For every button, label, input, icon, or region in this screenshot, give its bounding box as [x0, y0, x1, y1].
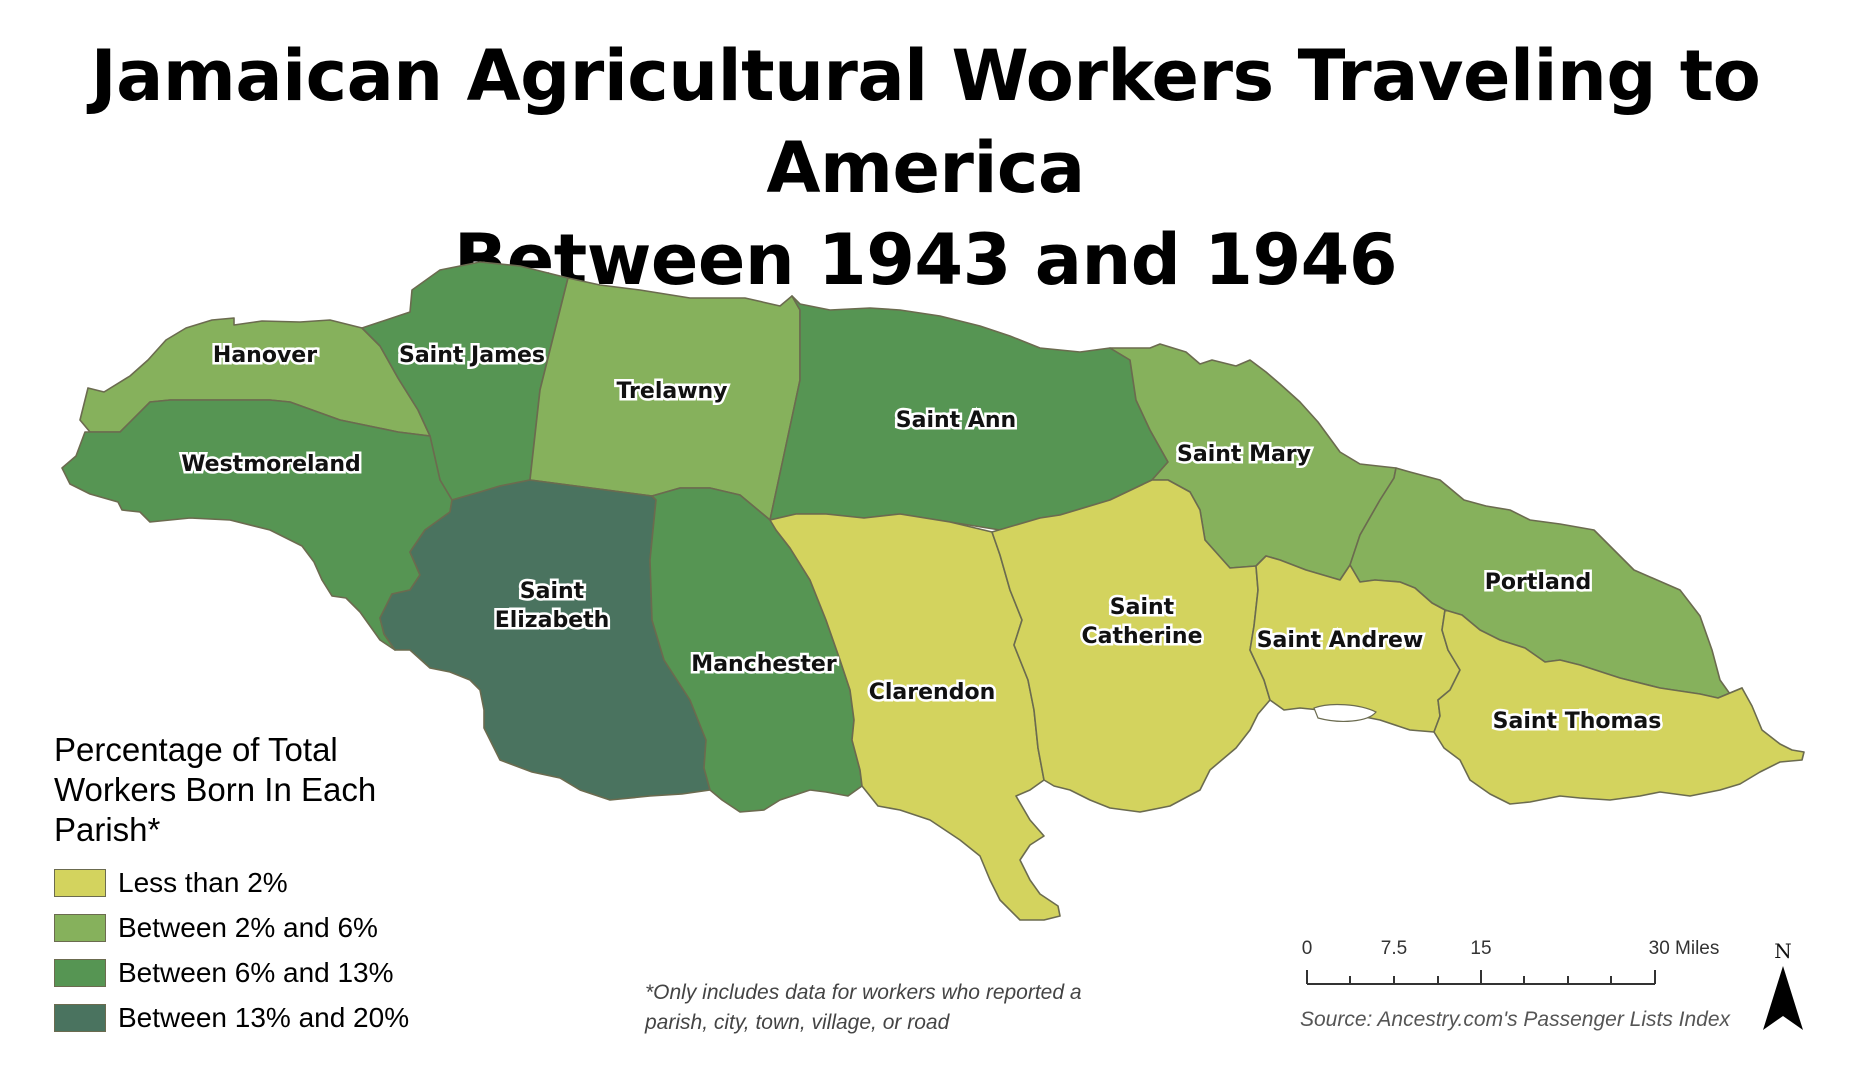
legend-item-less-than-2: Less than 2%	[54, 860, 454, 905]
north-label: N	[1774, 939, 1792, 963]
legend: Percentage of Total Workers Born In Each…	[54, 730, 454, 1040]
parish-label-line: Saint	[1110, 595, 1175, 620]
parish-label-saint-elizabeth: Saint Elizabeth	[495, 579, 610, 633]
parish-label-line: Westmoreland	[181, 452, 361, 477]
parish-label-portland: Portland	[1485, 570, 1591, 595]
parish-label-line: Portland	[1485, 570, 1591, 595]
legend-item-between-13-20: Between 13% and 20%	[54, 995, 454, 1040]
parish-label-line: Saint James	[399, 343, 545, 368]
parish-label-clarendon: Clarendon	[869, 680, 996, 705]
parish-label-line: Catherine	[1081, 624, 1202, 649]
parish-label-line: Manchester	[691, 652, 837, 677]
parish-label-line: Elizabeth	[495, 608, 610, 633]
north-arrow: N	[1758, 936, 1808, 1036]
source-credit: Source: Ancestry.com's Passenger Lists I…	[1300, 1008, 1731, 1031]
legend-label: Between 2% and 6%	[118, 911, 378, 943]
title-line-1: Jamaican Agricultural Workers Traveling …	[90, 35, 1761, 209]
legend-swatch	[54, 958, 106, 987]
legend-item-between-6-13: Between 6% and 13%	[54, 950, 454, 995]
parish-saint-catherine	[991, 479, 1271, 813]
parish-label-line: Saint Thomas	[1493, 709, 1662, 734]
footnote: *Only includes data for workers who repo…	[645, 981, 1082, 1034]
parish-label-saint-james: Saint James	[399, 343, 545, 368]
legend-swatch	[54, 913, 106, 942]
parish-label-westmoreland: Westmoreland	[181, 452, 361, 477]
parish-label-line: Saint Mary	[1177, 442, 1311, 467]
scale-bar-ruler	[1306, 970, 1656, 985]
parish-label-hanover: Hanover	[213, 343, 317, 368]
parish-label-line: Clarendon	[869, 680, 996, 705]
scale-label-7-5: 7.5	[1380, 938, 1408, 959]
parish-label-line: Saint	[520, 579, 585, 604]
scale-label-30-miles: 30 Miles	[1648, 938, 1720, 959]
parish-label-saint-catherine: Saint Catherine	[1081, 595, 1202, 649]
kingston-harbour	[1313, 703, 1377, 722]
scale-label-15: 15	[1470, 938, 1492, 959]
parish-saint-thomas	[1433, 609, 1805, 805]
scale-bar: 0 7.5 15 30 Miles	[1298, 938, 1738, 998]
parish-label-trelawny: Trelawny	[616, 379, 727, 404]
parish-label-manchester: Manchester	[691, 652, 837, 677]
parish-label-line: Trelawny	[616, 379, 727, 404]
legend-title: Percentage of Total Workers Born In Each…	[54, 731, 377, 848]
legend-swatch	[54, 1003, 106, 1032]
legend-label: Less than 2%	[118, 866, 288, 898]
parish-label-line: Saint Ann	[896, 408, 1016, 433]
legend-item-between-2-6: Between 2% and 6%	[54, 905, 454, 950]
legend-label: Between 13% and 20%	[118, 1001, 410, 1033]
parish-label-saint-mary: Saint Mary	[1177, 442, 1311, 467]
map-title: Jamaican Agricultural Workers Traveling …	[0, 30, 1851, 306]
parish-label-line: Hanover	[213, 343, 317, 368]
legend-label: Between 6% and 13%	[118, 956, 394, 988]
parish-label-line: Saint Andrew	[1257, 628, 1424, 653]
parish-label-saint-ann: Saint Ann	[896, 408, 1016, 433]
parish-label-saint-thomas: Saint Thomas	[1493, 709, 1662, 734]
legend-swatch	[54, 868, 106, 897]
scale-label-0: 0	[1301, 938, 1313, 959]
north-arrow-icon: N	[1763, 939, 1803, 1030]
parish-label-saint-andrew: Saint Andrew	[1257, 628, 1424, 653]
